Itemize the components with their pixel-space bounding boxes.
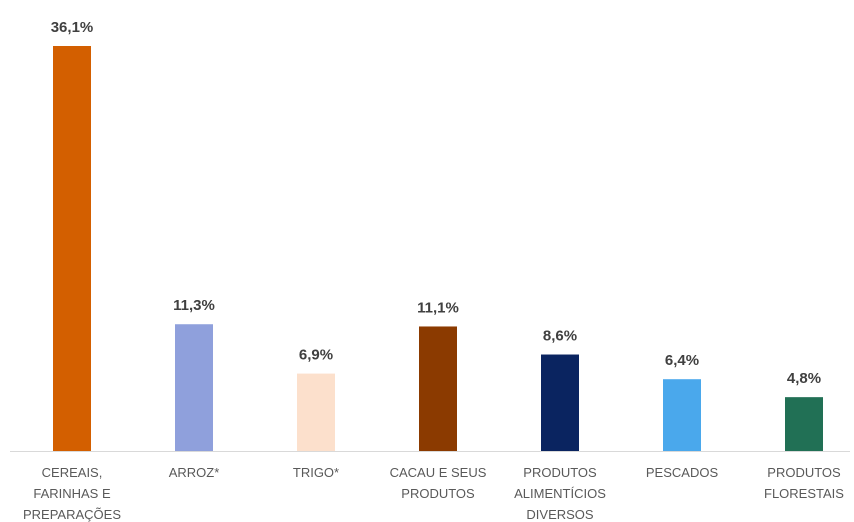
bar — [175, 324, 213, 451]
value-label: 6,4% — [665, 352, 699, 369]
x-tick-label: CEREAIS, FARINHAS E PREPARAÇÕES — [22, 465, 121, 522]
value-label: 8,6% — [543, 328, 577, 345]
x-tick-label: PESCADOS — [645, 465, 719, 480]
x-tick-label: ARROZ* — [168, 465, 220, 480]
x-tick-label: TRIGO* — [292, 465, 340, 480]
bar — [297, 373, 335, 451]
value-label: 6,9% — [299, 347, 333, 364]
bar — [663, 379, 701, 451]
x-tick-label: CACAU E SEUS PRODUTOS — [389, 465, 487, 501]
bar — [541, 354, 579, 451]
x-tick-label: PRODUTOS ALIMENTÍCIOS DIVERSOS — [514, 465, 606, 522]
value-label: 11,1% — [417, 299, 459, 316]
bar — [785, 397, 823, 451]
bar — [53, 46, 91, 451]
x-tick-label: PRODUTOS FLORESTAIS — [764, 465, 844, 501]
value-label: 4,8% — [787, 370, 821, 387]
value-label: 36,1% — [51, 19, 94, 36]
bar — [419, 326, 457, 451]
value-label: 11,3% — [173, 297, 215, 314]
